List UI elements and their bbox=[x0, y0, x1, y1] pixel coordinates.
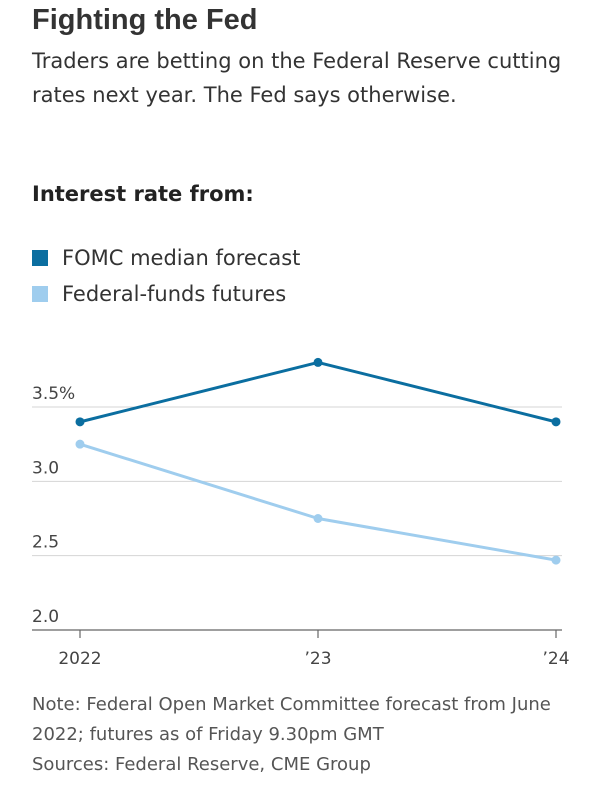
legend-swatch-futures bbox=[32, 286, 48, 302]
x-tick-label: ’23 bbox=[304, 649, 331, 669]
chart-footnote: Note: Federal Open Market Committee fore… bbox=[32, 690, 577, 780]
data-point-futures bbox=[313, 514, 323, 523]
data-point-fomc bbox=[551, 417, 561, 427]
data-point-futures bbox=[551, 555, 561, 565]
legend-swatch-fomc bbox=[32, 250, 48, 266]
series-line-futures bbox=[78, 442, 558, 562]
legend: FOMC median forecast Federal-funds futur… bbox=[32, 240, 300, 312]
data-point-futures bbox=[75, 439, 85, 449]
legend-label-fomc: FOMC median forecast bbox=[62, 246, 301, 270]
sources-text: Sources: Federal Reserve, CME Group bbox=[32, 754, 371, 775]
legend-item-futures: Federal-funds futures bbox=[32, 276, 300, 312]
legend-label-futures: Federal-funds futures bbox=[62, 282, 287, 306]
data-point-fomc bbox=[75, 417, 85, 427]
note-text: Note: Federal Open Market Committee fore… bbox=[32, 694, 551, 745]
data-point-fomc bbox=[313, 357, 323, 367]
legend-item-fomc: FOMC median forecast bbox=[32, 240, 300, 276]
line-chart: 3.5% 3.0 2.5 2.0 2022 ’23 ’24 bbox=[32, 357, 570, 669]
x-tick-label: ’24 bbox=[542, 649, 569, 669]
y-tick-label: 2.0 bbox=[32, 607, 59, 627]
y-tick-label: 3.0 bbox=[32, 458, 59, 478]
series-line-fomc bbox=[78, 360, 558, 424]
x-tick-label: 2022 bbox=[58, 649, 101, 669]
y-tick-label: 2.5 bbox=[32, 533, 59, 553]
chart-title: Fighting the Fed bbox=[32, 4, 258, 36]
y-tick-label: 3.5% bbox=[32, 384, 75, 404]
section-title: Interest rate from: bbox=[32, 182, 254, 206]
chart-subtitle: Traders are betting on the Federal Reser… bbox=[32, 49, 562, 107]
